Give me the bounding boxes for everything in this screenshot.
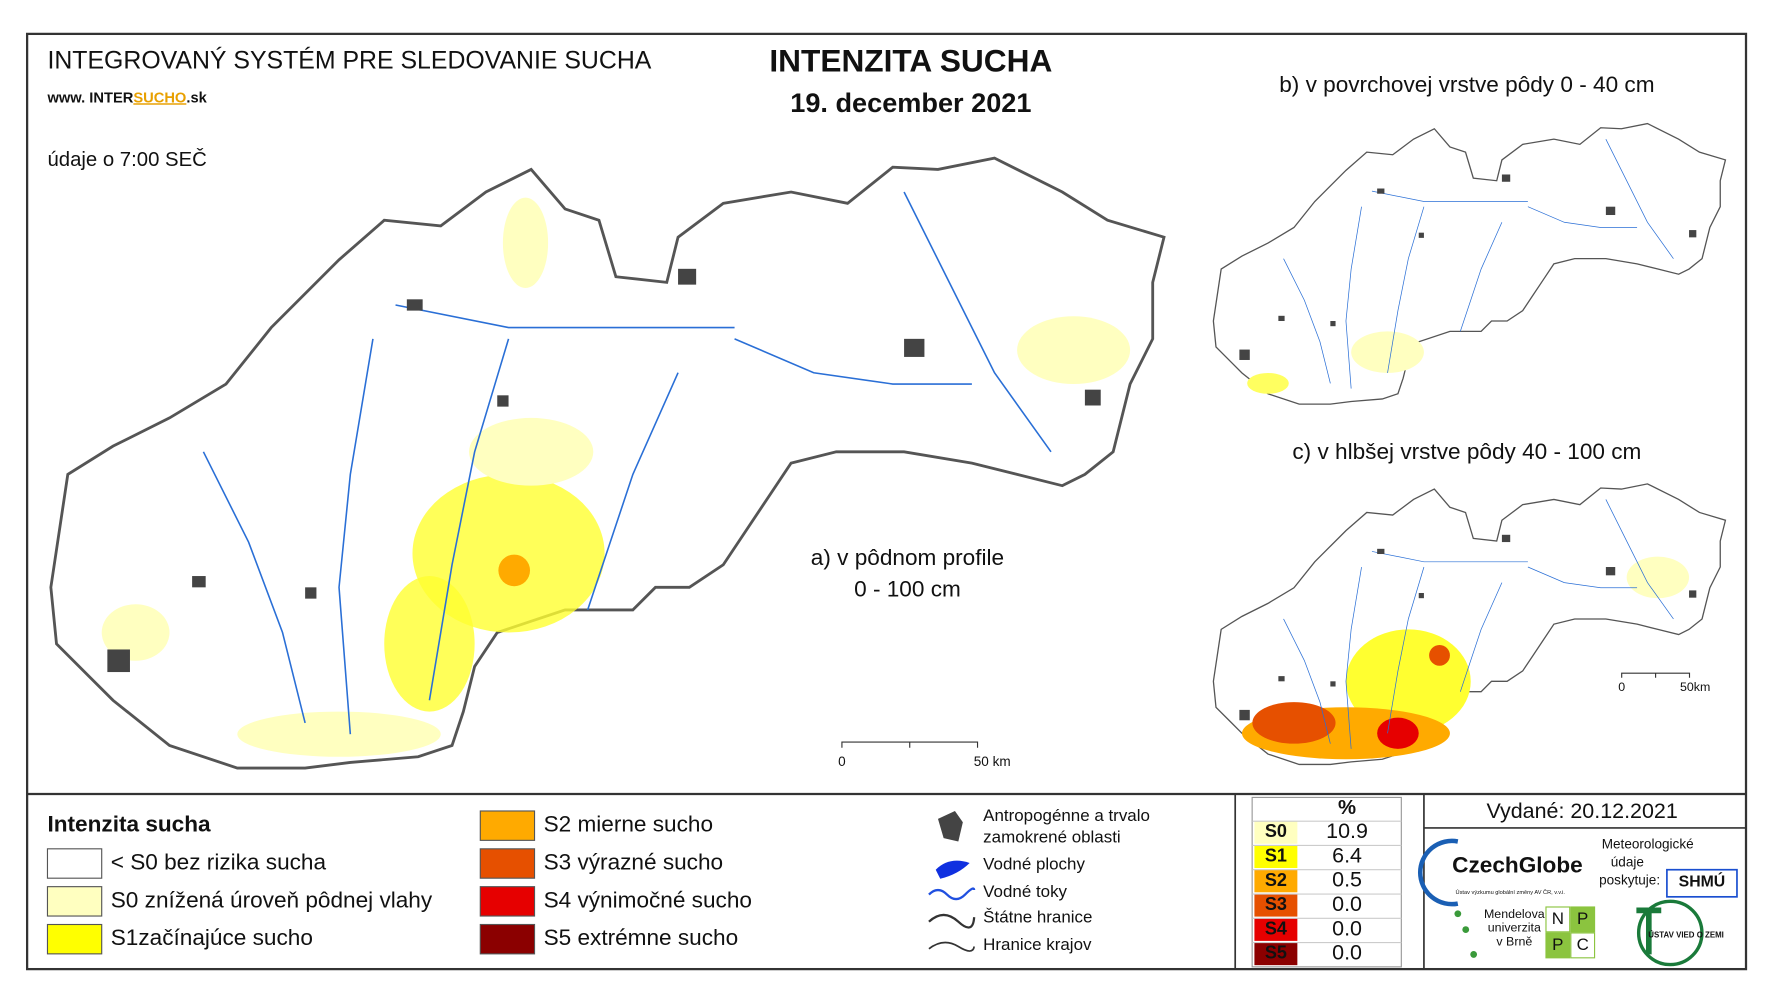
meteo-text: poskytuje: [1599,873,1660,888]
stats-class-cell [1254,942,1298,966]
logo-shmu: SHMÚ [1679,871,1726,890]
legend-swatch [46,886,103,917]
stats-class: S3 [1265,894,1287,914]
logo-czechglobe: CzechGlobe [1452,852,1583,877]
map-a-label: a) v pôdnom profile [811,545,1004,570]
map-c [1212,483,1727,766]
scale-bar-c [1621,672,1691,678]
stats-class-cell [1254,845,1298,869]
legend-label: S3 výrazné sucho [544,849,724,874]
legend: < S0 bez rizika sucha S0 znížená úroveň p… [46,810,752,955]
legend-label: < S0 bez rizika sucha [111,849,327,874]
web-brand: SUCHO [133,90,186,106]
map-a [49,156,1166,770]
frame [25,32,1748,971]
stats-value: 0.0 [1332,916,1362,940]
stats-class-cell [1254,869,1298,893]
stats-value: 0.5 [1332,868,1362,892]
legend-label: S5 extrémne sucho [544,925,739,950]
legend-label: S1začínajúce sucho [111,925,313,950]
legend-swatch [46,848,103,879]
map-a-depth: 0 - 100 cm [854,577,961,602]
meteo-text: údaje [1611,855,1644,870]
legend-label: S2 mierne sucho [544,812,713,837]
scale-end: 50 km [974,754,1011,769]
issued: Vydané: 20.12.2021 [1486,799,1677,823]
stats-class: S4 [1265,918,1287,938]
stats-class: S2 [1265,870,1287,890]
nppc-cell [1570,906,1596,933]
legend-swatch [46,923,103,955]
symbol-label: Hranice krajov [983,935,1092,954]
stats-header: % [1338,797,1356,819]
time-note: údaje o 7:00 SEČ [47,148,206,171]
symbol-label: Štátne hranice [983,908,1092,927]
nppc-cell [1545,932,1571,959]
stats-value: 10.9 [1326,819,1368,843]
stats-border [1251,796,1402,968]
web-prefix: www. INTER [46,90,133,106]
title: INTENZITA SUCHA [769,43,1052,79]
nppc-cell [1570,932,1596,959]
legend-swatch [479,810,536,841]
logo-czechglobe-sub: Ústav výzkumu globální změny AV ČR, v.v.… [1456,889,1566,896]
legend-label: S4 výnimočné sucho [544,887,752,912]
scale-end-c: 50km [1680,680,1710,694]
stats-value: 0.0 [1332,941,1362,965]
legend-swatch [479,886,536,917]
map-b-label: b) v povrchovej vrstve pôdy 0 - 40 cm [1279,72,1654,97]
mendel-text: v Brně [1496,934,1532,948]
nppc-letter: P [1552,935,1563,954]
system-name: INTEGROVANÝ SYSTÉM PRE SLEDOVANIE SUCHA [47,46,651,75]
stats-value: 6.4 [1332,843,1362,867]
logo-uvz: ÚSTAV VIED O ZEMI [1648,930,1724,939]
date: 19. december 2021 [790,87,1031,118]
meteo-text: Meteorologické [1602,836,1694,851]
nppc-cell [1545,906,1571,933]
stats-value: 0.0 [1332,892,1362,916]
stats-class-cell [1254,918,1298,941]
mendel-text: Mendelova [1484,907,1545,921]
logos: CzechGlobe Ústav výzkumu globální změny … [1417,836,1738,967]
scale-zero: 0 [838,754,846,769]
stats-class-cell [1254,894,1298,917]
stats-table: % S0 10.9 S1 6.4 S2 0.5 S3 0.0 S4 0.0 S5 0.0 [1251,796,1402,968]
scale-zero-c: 0 [1618,680,1625,694]
nppc-letter: C [1577,935,1589,954]
symbol-label: zamokrené oblasti [983,828,1120,847]
web-suffix: .sk [186,90,207,106]
symbol-label: Antropogénne a trvalo [983,806,1150,825]
stats-class: S0 [1265,821,1287,841]
symbols: Antropogénne a trvalo zamokrené oblasti … [928,806,1150,954]
map-c-label: c) v hlbšej vrstve pôdy 40 - 100 cm [1292,439,1641,464]
symbol-label: Vodné toky [983,882,1067,901]
website: www. INTERSUCHO.sk [46,90,207,106]
nppc-letter: P [1577,909,1588,928]
stats-class: S1 [1265,845,1287,865]
scale-bar [841,741,979,748]
legend-swatch [479,923,536,955]
legend-swatch [479,848,536,879]
stats-class: S5 [1265,943,1287,963]
mendel-text: univerzita [1488,921,1541,935]
stats-class-cell [1254,821,1298,844]
symbol-label: Vodné plochy [983,855,1085,874]
legend-title: Intenzita sucha [47,812,211,837]
legend-label: S0 znížená úroveň pôdnej vlahy [111,887,433,912]
nppc-letter: N [1552,909,1564,928]
map-b [1212,122,1727,405]
